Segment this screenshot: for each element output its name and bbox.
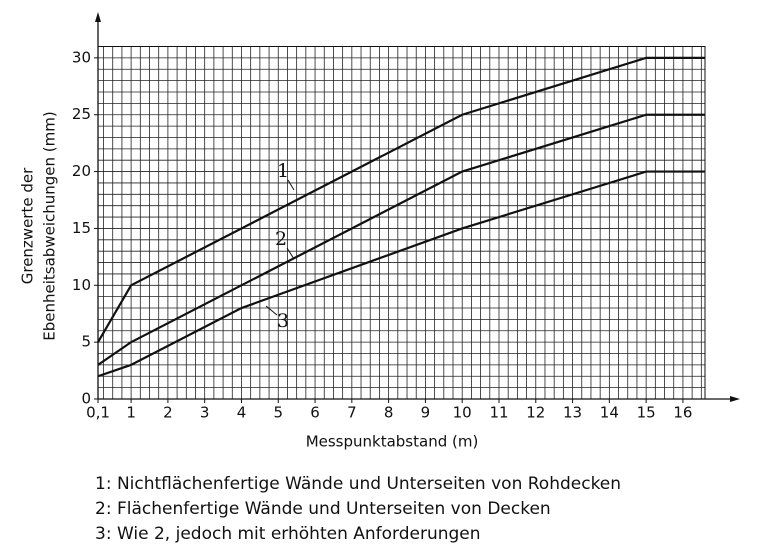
leader-line bbox=[287, 179, 295, 191]
x-axis-arrow bbox=[730, 396, 740, 402]
y-tick-label: 15 bbox=[72, 219, 91, 237]
leader-line bbox=[286, 247, 295, 260]
x-tick-label: 10 bbox=[453, 404, 472, 422]
note: 1: Nichtflächenfertige Wände und Unterse… bbox=[95, 474, 621, 494]
y-tick-label: 20 bbox=[72, 162, 91, 180]
x-tick-label: 0,1 bbox=[86, 404, 110, 422]
x-tick-label: 6 bbox=[310, 404, 320, 422]
x-tick-label: 15 bbox=[637, 404, 656, 422]
y-tick-label: 10 bbox=[72, 276, 91, 294]
x-tick-label: 9 bbox=[421, 404, 431, 422]
x-tick-label: 4 bbox=[237, 404, 247, 422]
x-tick-label: 8 bbox=[384, 404, 394, 422]
x-tick-label: 5 bbox=[273, 404, 283, 422]
series-line bbox=[97, 170, 705, 378]
note: 2: Flächenfertige Wände und Unterseiten … bbox=[95, 499, 551, 519]
y-tick-label: 30 bbox=[72, 48, 91, 66]
x-tick-label: 16 bbox=[673, 404, 692, 422]
y-tick-label: 25 bbox=[72, 105, 91, 123]
y-label: Grenzwerte der bbox=[19, 167, 37, 284]
x-tick-label: 13 bbox=[563, 404, 582, 422]
y-tick-label: 5 bbox=[81, 333, 91, 351]
x-tick-label: 1 bbox=[126, 404, 136, 422]
plot-border bbox=[97, 46, 706, 400]
x-tick-label: 11 bbox=[489, 404, 508, 422]
note: 3: Wie 2, jedoch mit erhöhten Anforderun… bbox=[95, 524, 481, 544]
series-line bbox=[97, 56, 705, 343]
x-tick-label: 3 bbox=[200, 404, 210, 422]
y-axis-arrow bbox=[95, 12, 101, 22]
x-tick-label: 14 bbox=[600, 404, 619, 422]
x-tick-label: 2 bbox=[163, 404, 173, 422]
y-label: Ebenheitsabweichungen (mm) bbox=[41, 111, 59, 340]
series-line bbox=[97, 113, 705, 366]
series-label: 2 bbox=[275, 228, 287, 250]
series-label: 3 bbox=[277, 310, 289, 332]
leader-line bbox=[265, 305, 278, 316]
x-tick-label: 12 bbox=[526, 404, 545, 422]
x-label: Messpunktabstand (m) bbox=[306, 433, 479, 451]
x-tick-label: 7 bbox=[347, 404, 357, 422]
series-label: 1 bbox=[277, 160, 289, 182]
y-tick-label: 0 bbox=[81, 390, 91, 408]
